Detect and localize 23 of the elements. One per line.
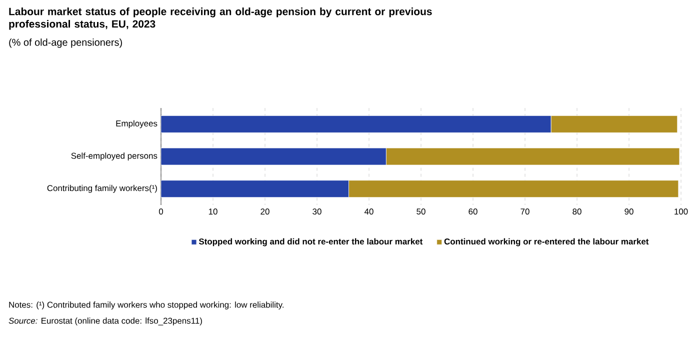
legend-label: Stopped working and did not re-enter the labour market (198, 238, 423, 246)
x-tick-label: 100 (674, 208, 688, 215)
text: (% of old-age pensioners) (9, 38, 122, 48)
legend-label: Continued working or re-entered the labour market (444, 238, 649, 246)
x-tick-label: 0 (158, 208, 164, 215)
x-tick-label: 60 (468, 208, 478, 215)
text: Source: Eurostat (online data code: lfso_23pens11) (8, 318, 202, 326)
x-tick-label: 20 (260, 208, 270, 215)
x-tick-label: 50 (416, 208, 426, 215)
x-tick-label: 30 (312, 208, 322, 215)
x-tick-label: 70 (520, 208, 530, 215)
x-tick-label: 10 (208, 208, 218, 215)
y-tick-label: Employees (116, 120, 158, 128)
x-tick-label: 90 (624, 208, 634, 215)
chart-title: Labour market status of people receiving an old-age pension by current or previous professional status, EU, 2023 (9, 8, 432, 30)
bar (161, 180, 349, 198)
bar (161, 115, 552, 133)
x-tick-label: 40 (364, 208, 374, 215)
y-tick-label: Contributing family workers(¹) (47, 184, 157, 193)
x-tick-label: 80 (572, 208, 582, 215)
y-tick-label: Self-employed persons (71, 152, 158, 160)
bar (161, 148, 386, 166)
text: Notes: (¹) Contributed family workers who stopped working: low reliability. (9, 302, 284, 310)
